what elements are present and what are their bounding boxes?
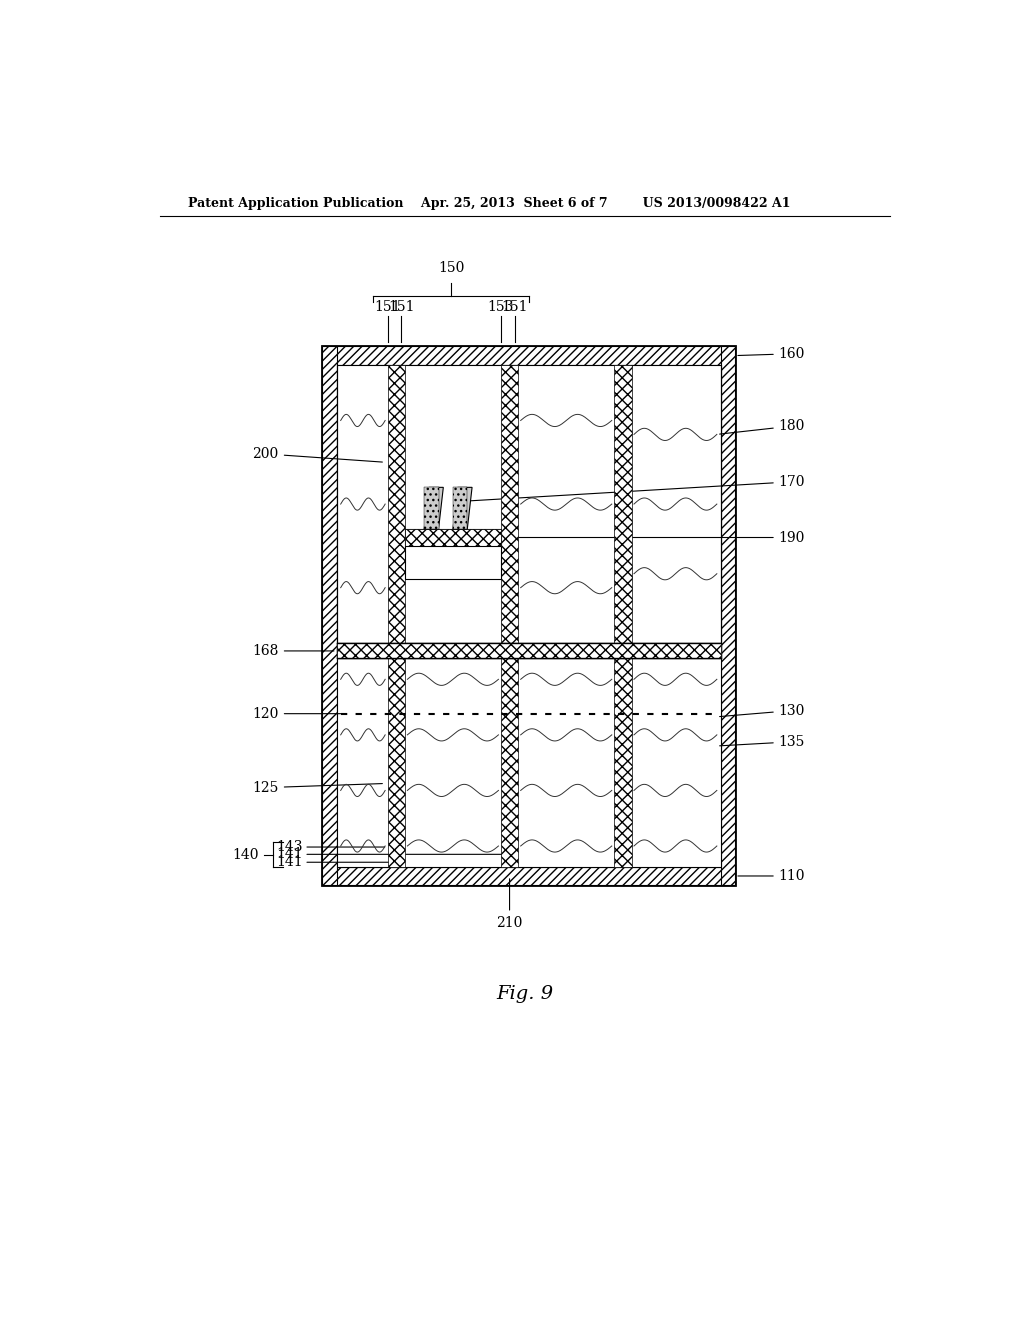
Bar — [323, 346, 337, 886]
Text: 150: 150 — [438, 261, 464, 276]
Bar — [721, 346, 735, 886]
Text: 141: 141 — [275, 847, 303, 862]
Text: 125: 125 — [252, 780, 382, 795]
Bar — [337, 643, 721, 659]
Text: 170: 170 — [465, 475, 805, 502]
Bar — [404, 529, 501, 546]
Text: 210: 210 — [497, 879, 522, 929]
Polygon shape — [424, 487, 443, 529]
Text: 200: 200 — [253, 447, 382, 462]
Text: 168: 168 — [252, 644, 334, 657]
Text: 130: 130 — [720, 704, 805, 718]
Polygon shape — [453, 487, 472, 529]
Text: 135: 135 — [720, 735, 805, 748]
Bar — [404, 529, 501, 546]
Bar — [614, 364, 632, 867]
Text: 110: 110 — [738, 869, 805, 883]
Bar — [404, 546, 501, 579]
Bar — [501, 364, 518, 867]
Bar — [337, 643, 721, 659]
Text: Patent Application Publication    Apr. 25, 2013  Sheet 6 of 7        US 2013/009: Patent Application Publication Apr. 25, … — [187, 197, 791, 210]
Text: 120: 120 — [252, 706, 342, 721]
Bar — [337, 364, 721, 867]
Bar — [323, 346, 735, 364]
Text: 160: 160 — [738, 347, 805, 360]
Text: 151: 151 — [388, 300, 415, 314]
Bar — [323, 346, 735, 886]
Text: 143: 143 — [276, 840, 303, 854]
Text: 141: 141 — [275, 855, 303, 870]
Bar — [323, 867, 735, 886]
Text: 180: 180 — [720, 418, 805, 434]
Text: 151: 151 — [375, 300, 400, 314]
Text: 151: 151 — [502, 300, 528, 314]
Bar — [453, 487, 467, 529]
Bar — [424, 487, 438, 529]
Text: Fig. 9: Fig. 9 — [497, 985, 553, 1003]
Bar — [387, 364, 404, 867]
Text: 153: 153 — [487, 300, 514, 314]
Text: 190: 190 — [504, 531, 805, 545]
Text: 140: 140 — [232, 847, 259, 862]
